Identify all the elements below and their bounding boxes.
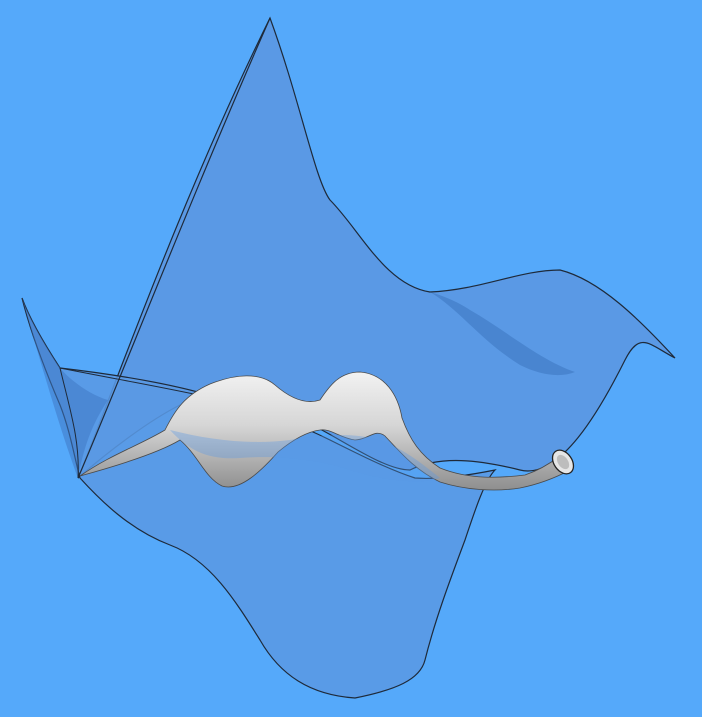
front-sheet-overlay (170, 430, 440, 482)
tube-end-hole (556, 454, 570, 470)
peak-edge (77, 17, 271, 479)
right-lobe-shadow (430, 292, 575, 376)
surface-edge-left (59, 367, 79, 479)
